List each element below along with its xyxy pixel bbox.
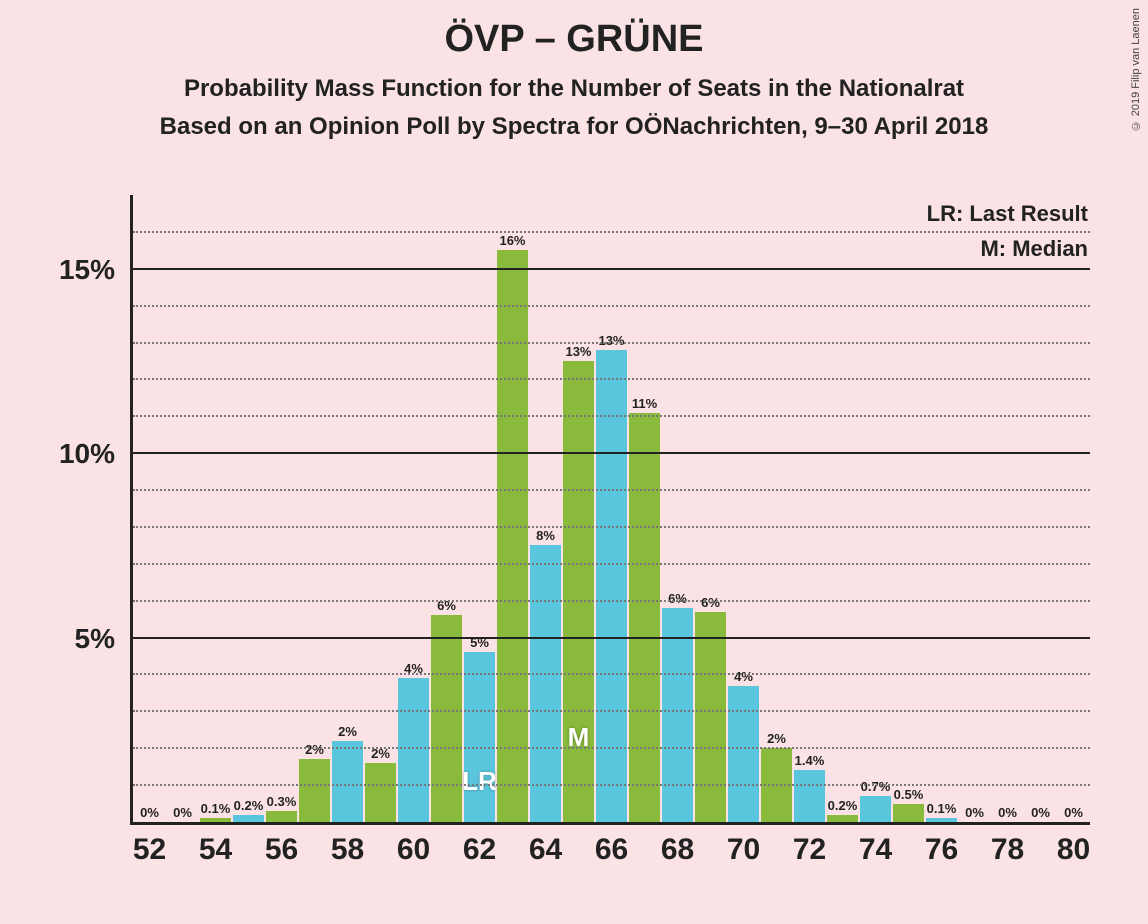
gridline [133, 784, 1090, 786]
x-tick-label: 52 [133, 825, 166, 867]
bar-value-label: 6% [701, 595, 720, 612]
bar-value-label: 2% [305, 742, 324, 759]
x-tick-label: 68 [661, 825, 694, 867]
bar-value-label: 11% [632, 396, 657, 413]
gridline [133, 600, 1090, 602]
bar: 8% [530, 545, 560, 822]
bar: 0.2% [233, 815, 263, 822]
gridline [133, 231, 1090, 233]
x-tick-label: 62 [463, 825, 496, 867]
bar-value-label: 0.3% [267, 794, 297, 811]
bar-value-label: 2% [767, 731, 786, 748]
gridline [133, 637, 1090, 639]
bar-value-label: 0% [140, 805, 159, 822]
bar-value-label: 4% [734, 669, 753, 686]
bar-value-label: 4% [404, 661, 423, 678]
bar-value-label: 0% [173, 805, 192, 822]
bar-value-label: 0.7% [861, 779, 891, 796]
gridline [133, 342, 1090, 344]
bar: 0.5% [893, 804, 923, 822]
bar: 6% [662, 608, 692, 822]
gridline [133, 710, 1090, 712]
gridline [133, 489, 1090, 491]
bar: 0.1% [926, 818, 956, 822]
chart-plot-area: 0%0%0.1%0.2%0.3%2%2%2%4%6%5%16%8%13%13%1… [130, 195, 1090, 825]
gridline [133, 563, 1090, 565]
bar: 2% [365, 763, 395, 822]
bar-value-label: 16% [499, 233, 525, 250]
chart-subtitle-2: Based on an Opinion Poll by Spectra for … [0, 103, 1148, 141]
bar-value-label: 0.2% [828, 798, 858, 815]
bar-value-label: 8% [536, 528, 555, 545]
bar: 11% [629, 413, 659, 822]
bar-value-label: 0.5% [894, 787, 924, 804]
x-tick-label: 54 [199, 825, 232, 867]
gridline [133, 268, 1090, 270]
gridline [133, 747, 1090, 749]
bar: 0.1% [200, 818, 230, 822]
gridline [133, 378, 1090, 380]
bar: 4% [398, 678, 428, 822]
bar-value-label: 0% [965, 805, 984, 822]
bar-value-label: 0% [1031, 805, 1050, 822]
bar-value-label: 1.4% [795, 753, 825, 770]
gridline [133, 305, 1090, 307]
bar-value-label: 13% [565, 344, 591, 361]
gridline [133, 452, 1090, 454]
bar-value-label: 0.2% [234, 798, 264, 815]
chart-subtitle-1: Probability Mass Function for the Number… [0, 61, 1148, 103]
y-tick-label: 10% [59, 438, 115, 470]
bar: 2% [299, 759, 329, 822]
x-tick-label: 64 [529, 825, 562, 867]
bar: 0.3% [266, 811, 296, 822]
bar: 16% [497, 250, 527, 822]
chart-title: ÖVP – GRÜNE [0, 0, 1148, 61]
bar: 4% [728, 686, 758, 822]
bar-value-label: 0% [1064, 805, 1083, 822]
bar: 0.7% [860, 796, 890, 822]
x-tick-label: 60 [397, 825, 430, 867]
gridline [133, 415, 1090, 417]
x-tick-label: 76 [925, 825, 958, 867]
bar: 6% [431, 615, 461, 822]
y-tick-label: 15% [59, 254, 115, 286]
x-tick-label: 78 [991, 825, 1024, 867]
lr-marker: LR [462, 766, 497, 797]
bar: 13% [596, 350, 626, 822]
bar-value-label: 0% [998, 805, 1017, 822]
bars-container: 0%0%0.1%0.2%0.3%2%2%2%4%6%5%16%8%13%13%1… [133, 195, 1090, 822]
bar-value-label: 2% [338, 724, 357, 741]
x-tick-label: 72 [793, 825, 826, 867]
x-tick-label: 58 [331, 825, 364, 867]
gridline [133, 526, 1090, 528]
bar-value-label: 0.1% [201, 801, 231, 818]
x-tick-label: 56 [265, 825, 298, 867]
gridline [133, 673, 1090, 675]
bar: 6% [695, 612, 725, 822]
y-tick-label: 5% [75, 623, 115, 655]
bar: 2% [332, 741, 362, 822]
bar-value-label: 0.1% [927, 801, 957, 818]
x-tick-label: 80 [1057, 825, 1090, 867]
x-tick-label: 70 [727, 825, 760, 867]
copyright-text: © 2019 Filip van Laenen [1130, 8, 1142, 131]
x-tick-label: 66 [595, 825, 628, 867]
x-tick-label: 74 [859, 825, 892, 867]
bar: 1.4% [794, 770, 824, 822]
bar: 0.2% [827, 815, 857, 822]
